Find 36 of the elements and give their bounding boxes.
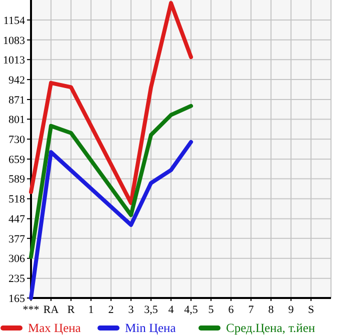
y-tick-label: 377 xyxy=(8,233,26,246)
y-tick-label: 1083 xyxy=(3,34,26,47)
x-tick-label: *** xyxy=(22,304,40,316)
x-tick-label: 9 xyxy=(288,304,294,316)
y-tick-label: 659 xyxy=(8,154,26,166)
y-tick-label: 801 xyxy=(8,114,25,126)
x-tick-label: 4 xyxy=(168,304,174,316)
y-tick-label: 518 xyxy=(8,194,26,206)
x-tick-label: 3 xyxy=(128,304,134,316)
line-series xyxy=(29,104,193,259)
x-tick-label: 7 xyxy=(248,304,254,316)
x-tick-label: 8 xyxy=(268,304,274,316)
line-series xyxy=(29,140,193,300)
x-tick-label: 3,5 xyxy=(144,304,158,316)
y-tick-label: 730 xyxy=(8,134,26,146)
y-tick-label: 871 xyxy=(8,94,25,106)
x-tick-label: S xyxy=(308,304,314,316)
x-tick-label: 2 xyxy=(108,304,114,316)
x-tick-label: 6 xyxy=(228,304,234,316)
y-tick-label: 235 xyxy=(8,273,26,286)
x-tick-label: 1 xyxy=(88,304,94,316)
x-tick-label: 4,5 xyxy=(184,304,198,316)
y-tick-label: 942 xyxy=(8,74,25,86)
x-tick-label: RA xyxy=(43,304,59,316)
x-tick-label: R xyxy=(67,304,76,316)
y-tick-label: 1013 xyxy=(3,54,26,66)
y-tick-label: 165 xyxy=(8,292,26,305)
y-tick-label: 447 xyxy=(8,214,26,226)
legend-label: Min Цена xyxy=(125,321,176,335)
y-tick-label: 589 xyxy=(8,174,26,186)
line-series xyxy=(29,1,193,205)
y-tick-label: 306 xyxy=(8,253,26,266)
legend-label: Сред.Цена, т.йен xyxy=(226,321,316,335)
x-tick-label: 5 xyxy=(208,304,214,316)
y-tick-label: 1154 xyxy=(3,14,26,27)
legend-label: Max Цена xyxy=(28,321,82,335)
